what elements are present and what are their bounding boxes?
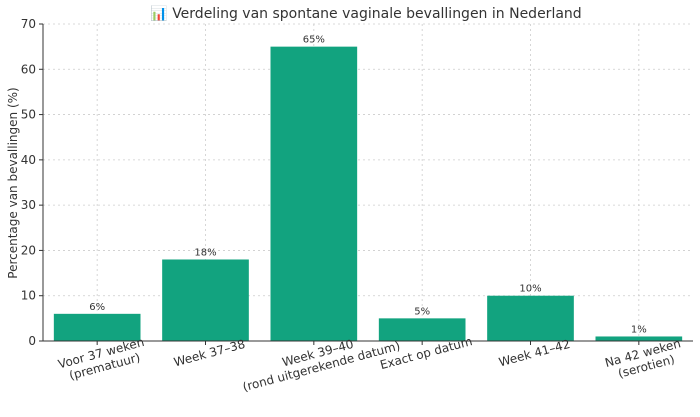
y-tick-label: 40	[21, 153, 36, 167]
bar	[270, 46, 358, 342]
data-label: 18%	[194, 247, 216, 258]
y-tick-label: 0	[28, 334, 36, 348]
y-tick-labels: 0 10 20 30 40 50 60 70	[21, 17, 36, 348]
x-tick-text: Voor 37 weken(prematuur)	[57, 335, 150, 385]
y-tick-label: 10	[21, 289, 36, 303]
y-tick-label: 30	[21, 198, 36, 212]
x-tick-labels: Voor 37 weken(prematuur) Week 37–38 Week 3…	[57, 334, 685, 394]
bars	[53, 46, 683, 342]
data-label: 65%	[303, 35, 325, 46]
y-tick-label: 50	[21, 108, 36, 122]
data-label: 10%	[519, 284, 541, 295]
x-tick-label: Week 41–42	[497, 337, 571, 369]
x-tick-text: Week 41–42	[497, 337, 571, 369]
bar	[595, 336, 683, 341]
bar	[53, 313, 141, 341]
x-tick-text: Week 37–38	[172, 337, 246, 369]
data-label: 1%	[631, 324, 647, 335]
y-tick-label: 20	[21, 243, 36, 257]
bar	[378, 318, 466, 341]
axes	[39, 23, 693, 345]
bar	[162, 259, 249, 341]
chart-title: 📊 Verdeling van spontane vaginale bevall…	[150, 5, 581, 22]
bar	[487, 295, 574, 341]
y-axis-label: Percentage van bevallingen (%)	[6, 87, 20, 278]
x-tick-line: Week 41–42	[497, 337, 571, 369]
x-tick-text: Na 42 weken(serotien)	[603, 336, 685, 383]
x-tick-label: Na 42 weken(serotien)	[603, 336, 685, 383]
data-labels: 6% 18% 65% 5% 10% 1%	[89, 35, 647, 336]
y-tick-label: 70	[21, 17, 36, 31]
y-tick-label: 60	[21, 62, 36, 76]
x-tick-label: Week 37–38	[172, 337, 246, 369]
x-tick-label: Voor 37 weken(prematuur)	[57, 335, 150, 385]
data-label: 5%	[414, 306, 430, 317]
x-tick-line: Week 37–38	[172, 337, 246, 369]
grid	[43, 23, 693, 342]
data-label: 6%	[89, 302, 105, 313]
